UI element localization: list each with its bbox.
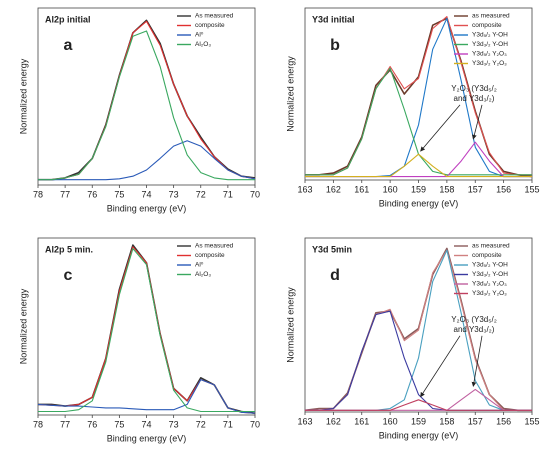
x-axis-label: Binding energy (eV)	[379, 198, 459, 208]
x-tick-label: 76	[87, 419, 97, 429]
panel-title: Al2p initial	[45, 14, 91, 24]
x-tick-label: 159	[411, 184, 426, 194]
x-tick-label: 159	[411, 416, 426, 426]
panel: 163 162 161 160 159 158 157 156 155 Binding energ…	[285, 7, 540, 208]
annotation: Y₂O₃ (Y3d₅/₂	[451, 315, 497, 324]
annotation-arrow	[471, 104, 483, 140]
panel-title: Y3d 5min	[312, 244, 352, 254]
series-line	[38, 248, 255, 413]
annotation: Y₂O₃ (Y3d₅/₂	[451, 84, 497, 93]
x-tick-label: 162	[326, 184, 341, 194]
panel-letter: c	[64, 267, 73, 284]
legend-label: composite	[472, 22, 502, 29]
x-tick-label: 74	[141, 189, 151, 199]
legend-label: composite	[195, 252, 225, 259]
x-tick-label: 70	[250, 189, 260, 199]
x-tick-label: 160	[383, 184, 398, 194]
legend-label: As measured	[195, 13, 234, 20]
legend-label: as measured	[472, 13, 510, 20]
x-tick-label: 158	[439, 416, 454, 426]
x-axis-label: Binding energy (eV)	[107, 433, 187, 443]
series-line	[38, 140, 256, 181]
legend-label: Y3d₅/₂ Y₂O₃	[472, 51, 507, 58]
panel-letter: d	[330, 267, 340, 284]
x-tick-label: 156	[496, 416, 511, 426]
panel-title: Al2p 5 min.	[45, 244, 93, 254]
x-tick-label: 78	[33, 189, 43, 199]
legend-label: Al₂O₃	[195, 41, 211, 48]
x-tick-label: 163	[297, 184, 312, 194]
legend-label: Y3d₅/₂ Y-OH	[472, 262, 508, 269]
legend-label: Y3d₃/₂ Y-OH	[472, 271, 508, 278]
series-line	[38, 30, 255, 181]
x-tick-label: 78	[33, 419, 43, 429]
legend-label: composite	[472, 252, 502, 259]
legend-label: as measured	[472, 243, 510, 250]
legend-label: composite	[195, 22, 225, 29]
x-tick-label: 70	[250, 419, 260, 429]
x-tick-label: 155	[524, 184, 539, 194]
x-tick-label: 155	[524, 416, 539, 426]
y-axis-label: Normalized energy	[18, 58, 28, 134]
panel-letter: a	[64, 37, 73, 54]
legend-label: Y3d₃/₂ Y₂O₃	[472, 290, 507, 297]
panel-title: Y3d initial	[312, 14, 355, 24]
annotation: and Y3d₃/₂)	[454, 94, 495, 103]
series-line	[305, 399, 532, 411]
x-tick-label: 163	[297, 416, 312, 426]
panel-letter: b	[330, 37, 340, 54]
x-tick-label: 75	[114, 419, 124, 429]
x-tick-label: 156	[496, 184, 511, 194]
x-tick-label: 162	[326, 416, 341, 426]
legend-label: Y3d₅/₂ Y-OH	[472, 32, 508, 39]
legend-label: Y3d₃/₂ Y-OH	[472, 41, 508, 48]
annotation-arrow	[420, 104, 461, 152]
x-tick-label: 161	[354, 184, 369, 194]
legend-label: Y3d₅/₂ Y₂O₃	[472, 281, 507, 288]
panel: 78 77 76 75 74 73 72 71 70 Binding energy (eV) Nor…	[18, 237, 260, 443]
legend-label: Al₂O₃	[195, 271, 211, 278]
legend-label: Al⁰	[195, 262, 204, 269]
x-tick-label: 77	[60, 419, 70, 429]
legend-label: Al⁰	[195, 32, 204, 39]
x-tick-label: 160	[383, 416, 398, 426]
legend-label: Y3d₃/₂ Y₂O₃	[472, 60, 507, 67]
x-tick-label: 73	[169, 419, 179, 429]
series-line	[37, 379, 256, 414]
y-axis-label: Normalized energy	[18, 288, 28, 364]
panel: 163 162 161 160 159 158 157 156 155 Binding energ…	[285, 237, 540, 440]
x-tick-label: 157	[468, 184, 483, 194]
y-axis-label: Normalized energy	[285, 287, 295, 363]
x-tick-label: 158	[439, 184, 454, 194]
x-tick-label: 77	[60, 189, 70, 199]
x-tick-label: 76	[87, 189, 97, 199]
x-tick-label: 73	[169, 189, 179, 199]
x-tick-label: 75	[114, 189, 124, 199]
series-line	[305, 153, 532, 178]
x-axis-label: Binding energy (eV)	[379, 430, 459, 440]
x-tick-label: 157	[468, 416, 483, 426]
annotation: and Y3d₃/₂)	[454, 325, 495, 334]
x-axis-label: Binding energy (eV)	[107, 203, 187, 213]
x-tick-label: 74	[141, 419, 151, 429]
x-tick-label: 71	[223, 419, 233, 429]
annotation-arrow	[471, 335, 483, 387]
x-tick-label: 72	[196, 189, 206, 199]
x-tick-label: 72	[196, 419, 206, 429]
y-axis-label: Normalized energy	[285, 56, 295, 132]
x-tick-label: 161	[354, 416, 369, 426]
panel: 78 77 76 75 74 73 72 71 70 Binding energy (eV) Nor…	[18, 7, 260, 213]
annotation-arrow	[420, 335, 461, 398]
x-tick-label: 71	[223, 189, 233, 199]
legend-label: As measured	[195, 243, 234, 250]
